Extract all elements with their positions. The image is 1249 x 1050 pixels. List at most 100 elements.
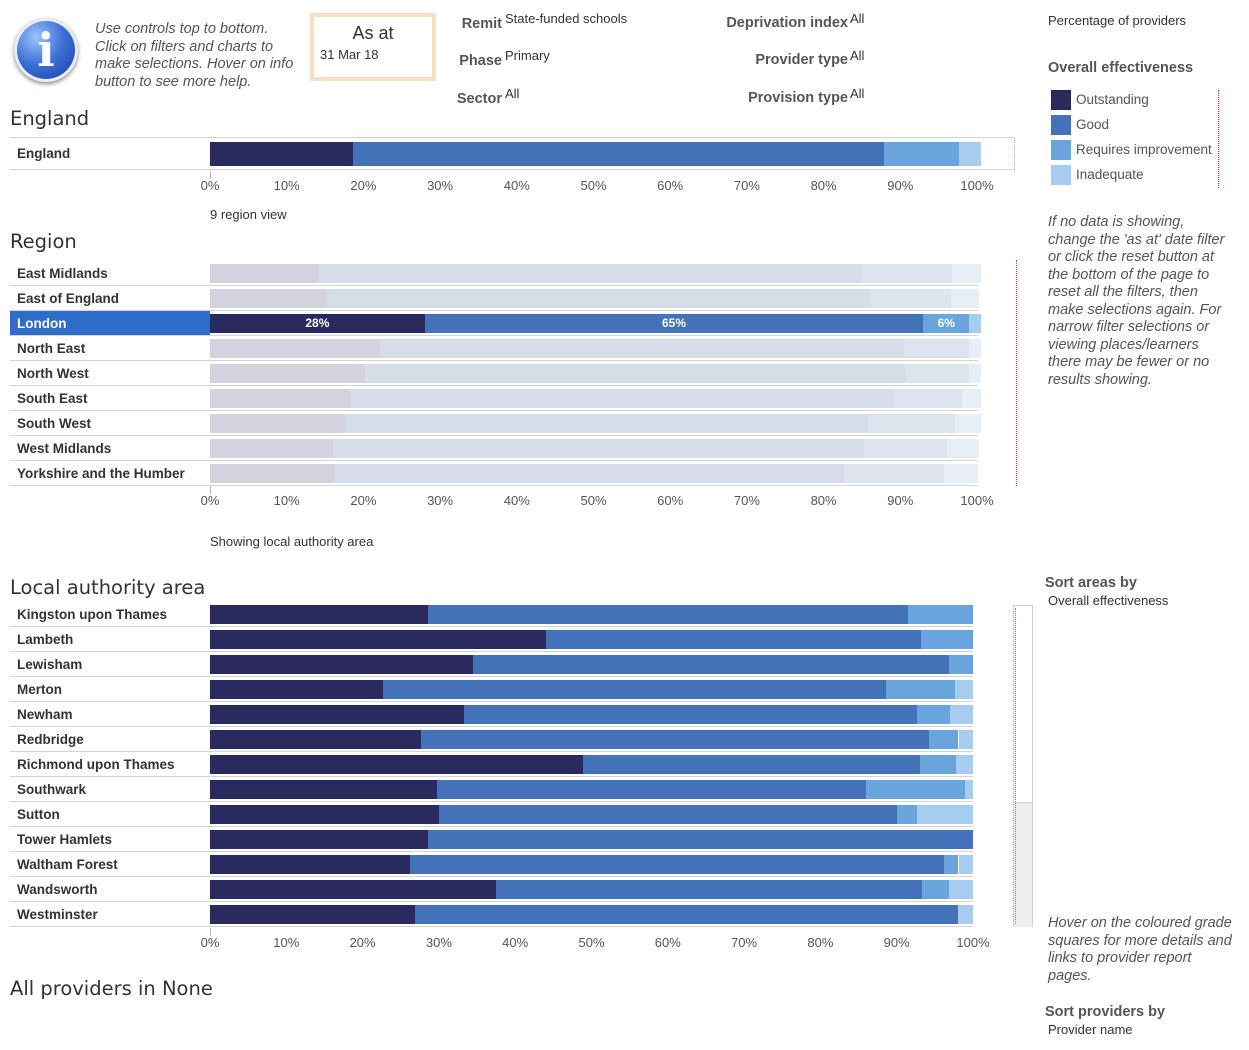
bar-yorkshire-and-the-humber-good[interactable] (334, 464, 844, 483)
bar-north-east-inadequate[interactable] (969, 339, 981, 358)
bar-sutton-outstanding[interactable] (210, 805, 439, 824)
bar-southwark-requires-improvement[interactable] (866, 780, 965, 799)
bar-tower-hamlets-outstanding[interactable] (210, 830, 429, 849)
bar-west-midlands-outstanding[interactable] (210, 439, 334, 458)
legend-swatch-inadequate[interactable] (1051, 165, 1071, 185)
row-label-yorkshire-and-the-humber[interactable]: Yorkshire and the Humber (10, 461, 210, 486)
bar-england-good[interactable] (353, 142, 885, 166)
bar-east-midlands-requires-improvement[interactable] (861, 264, 953, 283)
row-label-lewisham[interactable]: Lewisham (10, 652, 210, 677)
bar-merton-good[interactable] (383, 680, 886, 699)
row-label-tower-hamlets[interactable]: Tower Hamlets (10, 827, 210, 852)
row-label-lambeth[interactable]: Lambeth (10, 627, 210, 652)
bar-england-requires-improvement[interactable] (884, 142, 960, 166)
bar-redbridge-requires-improvement[interactable] (928, 730, 959, 749)
row-label-london[interactable]: London (10, 311, 210, 336)
bar-lambeth-good[interactable] (546, 630, 922, 649)
bar-england-inadequate[interactable] (959, 142, 981, 166)
bar-west-midlands-inadequate[interactable] (947, 439, 980, 458)
legend-label-requires-improvement[interactable]: Requires improvement (1076, 142, 1212, 157)
legend-swatch-outstanding[interactable] (1051, 90, 1071, 110)
legend-label-good[interactable]: Good (1076, 117, 1110, 132)
bar-london-inadequate[interactable] (969, 314, 981, 333)
bar-redbridge-good[interactable] (420, 730, 929, 749)
sort-providers-select[interactable]: Provider name (1048, 1022, 1133, 1037)
bar-yorkshire-and-the-humber-outstanding[interactable] (210, 464, 335, 483)
row-label-wandsworth[interactable]: Wandsworth (10, 877, 210, 902)
bar-north-west-inadequate[interactable] (969, 364, 981, 383)
bar-wandsworth-good[interactable] (496, 880, 922, 899)
row-label-westminster[interactable]: Westminster (10, 902, 210, 927)
row-label-richmond-upon-thames[interactable]: Richmond upon Thames (10, 752, 210, 777)
bar-newham-inadequate[interactable] (950, 705, 973, 724)
phase-filter[interactable]: Primary (505, 48, 550, 63)
bar-newham-good[interactable] (464, 705, 917, 724)
bar-west-midlands-requires-improvement[interactable] (864, 439, 948, 458)
bar-richmond-upon-thames-inadequate[interactable] (956, 755, 973, 774)
row-label-newham[interactable]: Newham (10, 702, 210, 727)
bar-east-of-england-outstanding[interactable] (210, 289, 328, 308)
bar-waltham-forest-outstanding[interactable] (210, 855, 410, 874)
bar-west-midlands-good[interactable] (333, 439, 865, 458)
bar-wandsworth-requires-improvement[interactable] (921, 880, 949, 899)
row-label-east-of-england[interactable]: East of England (10, 286, 210, 311)
bar-redbridge-inadequate[interactable] (958, 730, 973, 749)
sector-filter[interactable]: All (505, 86, 520, 101)
bar-westminster-inadequate[interactable] (957, 905, 973, 924)
bar-tower-hamlets-good[interactable] (428, 830, 973, 849)
bar-kingston-upon-thames-outstanding[interactable] (210, 605, 429, 624)
bar-merton-requires-improvement[interactable] (886, 680, 956, 699)
remit-filter[interactable]: State-funded schools (505, 11, 628, 26)
sort-areas-select[interactable]: Overall effectiveness (1048, 593, 1169, 608)
bar-london-good[interactable] (424, 314, 924, 333)
bar-lewisham-requires-improvement[interactable] (949, 655, 973, 674)
bar-south-west-inadequate[interactable] (954, 414, 981, 433)
bar-south-east-requires-improvement[interactable] (894, 389, 962, 408)
bar-north-west-good[interactable] (364, 364, 906, 383)
bar-north-west-outstanding[interactable] (210, 364, 365, 383)
bar-southwark-good[interactable] (436, 780, 867, 799)
provider-type-filter[interactable]: All (850, 48, 865, 63)
bar-yorkshire-and-the-humber-requires-improvement[interactable] (843, 464, 944, 483)
bar-north-east-outstanding[interactable] (210, 339, 381, 358)
row-label-sutton[interactable]: Sutton (10, 802, 210, 827)
legend-swatch-good[interactable] (1051, 115, 1071, 135)
bar-sutton-requires-improvement[interactable] (896, 805, 917, 824)
bar-east-of-england-good[interactable] (327, 289, 871, 308)
deprivation-filter[interactable]: All (850, 11, 865, 26)
bar-westminster-outstanding[interactable] (210, 905, 416, 924)
info-icon[interactable]: i (14, 18, 78, 82)
bar-east-midlands-good[interactable] (318, 264, 862, 283)
bar-waltham-forest-inadequate[interactable] (958, 855, 973, 874)
bar-south-east-outstanding[interactable] (210, 389, 351, 408)
legend-label-outstanding[interactable]: Outstanding (1076, 92, 1149, 107)
bar-east-of-england-requires-improvement[interactable] (870, 289, 951, 308)
la-scrollbar-thumb[interactable] (1014, 802, 1032, 927)
bar-newham-requires-improvement[interactable] (916, 705, 951, 724)
bar-london-outstanding[interactable] (210, 314, 425, 333)
as-at-filter[interactable]: As at 31 Mar 18 (310, 13, 436, 81)
bar-richmond-upon-thames-outstanding[interactable] (210, 755, 584, 774)
bar-sutton-inadequate[interactable] (916, 805, 973, 824)
bar-south-east-inadequate[interactable] (961, 389, 981, 408)
bar-lewisham-outstanding[interactable] (210, 655, 474, 674)
row-label-kingston-upon-thames[interactable]: Kingston upon Thames (10, 602, 210, 627)
bar-yorkshire-and-the-humber-inadequate[interactable] (944, 464, 978, 483)
bar-waltham-forest-good[interactable] (409, 855, 944, 874)
row-label-waltham-forest[interactable]: Waltham Forest (10, 852, 210, 877)
row-label-redbridge[interactable]: Redbridge (10, 727, 210, 752)
bar-east-of-england-inadequate[interactable] (950, 289, 980, 308)
bar-southwark-outstanding[interactable] (210, 780, 437, 799)
row-label-south-east[interactable]: South East (10, 386, 210, 411)
bar-newham-outstanding[interactable] (210, 705, 465, 724)
bar-kingston-upon-thames-good[interactable] (428, 605, 909, 624)
bar-redbridge-outstanding[interactable] (210, 730, 421, 749)
row-label-merton[interactable]: Merton (10, 677, 210, 702)
bar-sutton-good[interactable] (438, 805, 897, 824)
row-label-east-midlands[interactable]: East Midlands (10, 261, 210, 286)
bar-east-midlands-inadequate[interactable] (952, 264, 981, 283)
bar-merton-inadequate[interactable] (955, 680, 973, 699)
bar-westminster-good[interactable] (415, 905, 958, 924)
bar-england-outstanding[interactable] (210, 142, 354, 166)
legend-swatch-requires-improvement[interactable] (1051, 140, 1071, 160)
